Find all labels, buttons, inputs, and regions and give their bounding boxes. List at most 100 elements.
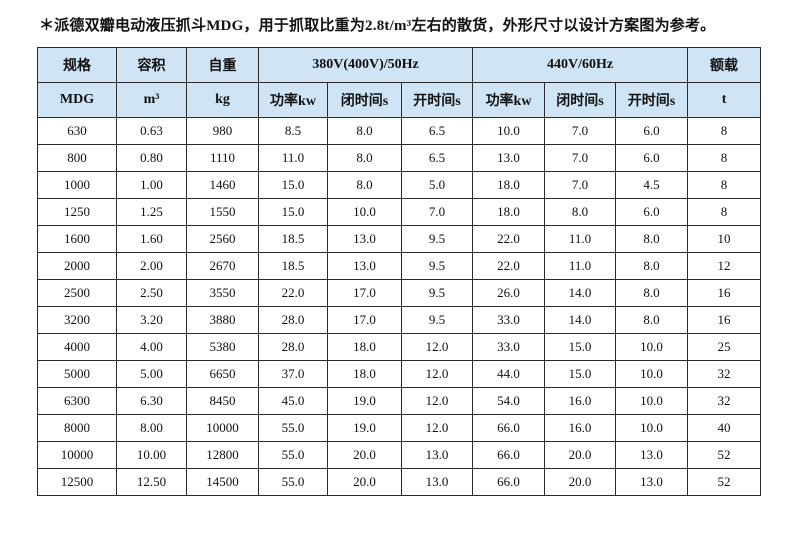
table-row: 630 0.63 980 8.5 8.0 6.5 10.0 7.0 6.0 8 xyxy=(37,117,762,145)
table-cell: 66.0 xyxy=(472,468,546,496)
table-cell: 40 xyxy=(687,414,762,442)
table-cell: 3550 xyxy=(186,279,259,307)
table-cell: 8 xyxy=(687,171,762,199)
table-cell: 20.0 xyxy=(544,468,617,496)
table-cell: 10 xyxy=(687,225,762,253)
table-cell: 10.0 xyxy=(615,333,689,361)
table-cell: 630 xyxy=(37,117,117,145)
table-cell: 7.0 xyxy=(544,144,617,172)
table-cell: 8.5 xyxy=(258,117,328,145)
note-text: ＊派德双瓣电动液压抓斗MDG，用于抓取比重为2.8t/m³左右的散货，外形尺寸以… xyxy=(39,18,716,34)
table-cell: 25 xyxy=(687,333,762,361)
table-cell: 7.0 xyxy=(544,117,617,145)
table-cell: 54.0 xyxy=(472,387,546,415)
table-cell: 32 xyxy=(687,387,762,415)
table-cell: 6650 xyxy=(186,360,259,388)
table-cell: 1.00 xyxy=(116,171,187,199)
table-cell: 8.00 xyxy=(116,414,187,442)
table-header: 规格 容积 自重 380V(400V)/50Hz 440V/60Hz 额载 MD… xyxy=(37,47,762,118)
table-row: 4000 4.00 5380 28.0 18.0 12.0 33.0 15.0 10.0 25 xyxy=(37,333,762,361)
header-rated-load: 额载 xyxy=(687,47,762,83)
table-cell: 12.50 xyxy=(116,468,187,496)
table-cell: 11.0 xyxy=(544,252,617,280)
table-cell: 8.0 xyxy=(615,252,689,280)
table-cell: 12.0 xyxy=(400,387,474,415)
table-row: 1250 1.25 1550 15.0 10.0 7.0 18.0 8.0 6.0 8 xyxy=(37,198,762,226)
table-cell: 55.0 xyxy=(258,441,328,469)
table-cell: 2670 xyxy=(186,252,259,280)
table-cell: 16 xyxy=(687,279,762,307)
table-cell: 33.0 xyxy=(472,333,546,361)
table-body: 630 0.63 980 8.5 8.0 6.5 10.0 7.0 6.0 8 800 0.80 111… xyxy=(37,117,762,496)
header-group-380v: 380V(400V)/50Hz xyxy=(257,47,474,83)
table-cell: 12.0 xyxy=(400,414,474,442)
table-cell: 8.0 xyxy=(615,225,689,253)
table-cell: 800 xyxy=(37,144,117,172)
table-cell: 6.30 xyxy=(116,387,187,415)
table-cell: 10000 xyxy=(186,414,259,442)
table-cell: 5000 xyxy=(37,360,117,388)
table-cell: 18.0 xyxy=(327,333,402,361)
table-cell: 15.0 xyxy=(544,360,617,388)
table-cell: 12800 xyxy=(186,441,259,469)
table-cell: 8450 xyxy=(186,387,259,415)
unit-power-440: 功率kw xyxy=(472,82,546,118)
table-cell: 18.0 xyxy=(472,171,546,199)
table-cell: 1550 xyxy=(186,198,259,226)
table-cell: 1000 xyxy=(37,171,117,199)
table-cell: 12 xyxy=(687,252,762,280)
table-cell: 18.0 xyxy=(472,198,546,226)
unit-m3: m³ xyxy=(116,82,187,118)
table-cell: 8.0 xyxy=(615,279,689,307)
header-spec: 规格 xyxy=(37,47,117,83)
table-cell: 10.0 xyxy=(327,198,402,226)
table-row: 2000 2.00 2670 18.5 13.0 9.5 22.0 11.0 8.0 12 xyxy=(37,252,762,280)
header-weight: 自重 xyxy=(186,47,259,83)
table-cell: 17.0 xyxy=(327,306,402,334)
table-cell: 20.0 xyxy=(544,441,617,469)
table-cell: 8000 xyxy=(37,414,117,442)
header-group-row: 规格 容积 自重 380V(400V)/50Hz 440V/60Hz 额载 xyxy=(37,47,762,83)
table-cell: 2.00 xyxy=(116,252,187,280)
unit-power-380: 功率kw xyxy=(258,82,328,118)
spec-table: 规格 容积 自重 380V(400V)/50Hz 440V/60Hz 额载 MD… xyxy=(37,47,762,496)
table-cell: 12.0 xyxy=(400,333,474,361)
table-cell: 6300 xyxy=(37,387,117,415)
table-cell: 9.5 xyxy=(400,225,474,253)
table-cell: 7.0 xyxy=(400,198,474,226)
table-cell: 52 xyxy=(687,441,762,469)
table-cell: 18.0 xyxy=(327,360,402,388)
table-cell: 5.0 xyxy=(400,171,474,199)
table-row: 3200 3.20 3880 28.0 17.0 9.5 33.0 14.0 8.0 16 xyxy=(37,306,762,334)
table-cell: 28.0 xyxy=(258,306,328,334)
unit-open-time-440: 开时间s xyxy=(615,82,689,118)
table-cell: 18.5 xyxy=(258,252,328,280)
table-cell: 20.0 xyxy=(327,441,402,469)
table-row: 800 0.80 1110 11.0 8.0 6.5 13.0 7.0 6.0 8 xyxy=(37,144,762,172)
table-cell: 26.0 xyxy=(472,279,546,307)
table-cell: 14.0 xyxy=(544,279,617,307)
table-cell: 3.20 xyxy=(116,306,187,334)
table-cell: 22.0 xyxy=(258,279,328,307)
table-cell: 20.0 xyxy=(327,468,402,496)
table-row: 6300 6.30 8450 45.0 19.0 12.0 54.0 16.0 10.0 32 xyxy=(37,387,762,415)
table-cell: 6.5 xyxy=(400,144,474,172)
table-cell: 13.0 xyxy=(615,441,689,469)
table-row: 8000 8.00 10000 55.0 19.0 12.0 66.0 16.0 10.0 40 xyxy=(37,414,762,442)
table-cell: 8 xyxy=(687,198,762,226)
table-cell: 8.0 xyxy=(327,117,402,145)
table-cell: 52 xyxy=(687,468,762,496)
table-cell: 1250 xyxy=(37,198,117,226)
table-cell: 19.0 xyxy=(327,414,402,442)
table-cell: 6.0 xyxy=(615,144,689,172)
table-cell: 19.0 xyxy=(327,387,402,415)
table-row: 10000 10.00 12800 55.0 20.0 13.0 66.0 20.0 13.0 5… xyxy=(37,441,762,469)
table-cell: 22.0 xyxy=(472,225,546,253)
table-cell: 1.60 xyxy=(116,225,187,253)
table-cell: 45.0 xyxy=(258,387,328,415)
table-cell: 11.0 xyxy=(258,144,328,172)
table-cell: 8.0 xyxy=(327,144,402,172)
table-cell: 10.0 xyxy=(615,360,689,388)
table-cell: 6.0 xyxy=(615,117,689,145)
